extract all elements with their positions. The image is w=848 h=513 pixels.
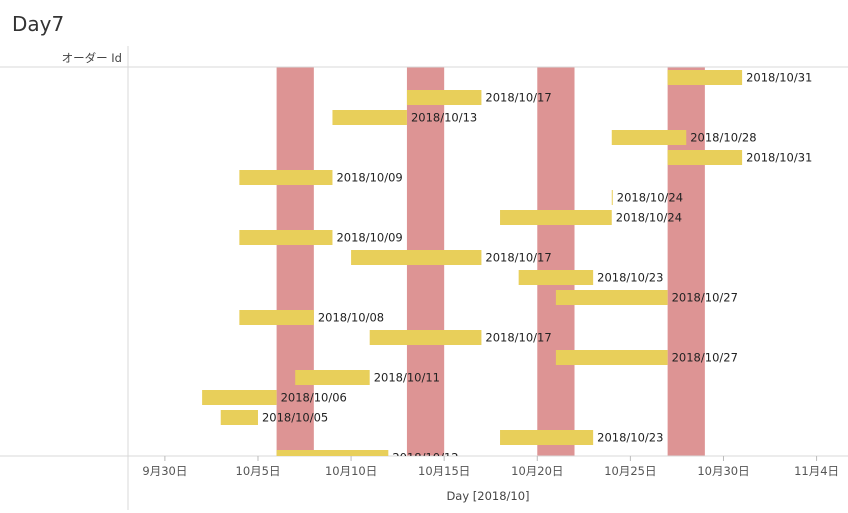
row-label: JP-2018-1083346 <box>22 251 122 265</box>
gantt-bar <box>239 230 333 245</box>
x-tick-label: 11月4日 <box>794 464 839 478</box>
bar-end-label: 2018/10/11 <box>374 371 440 385</box>
highlight-bands <box>276 67 705 456</box>
row-label: JP-2018-1095168 <box>22 291 122 305</box>
gantt-bar <box>500 430 594 445</box>
bar-end-label: 2018/10/06 <box>281 391 347 405</box>
bar-end-label: 2018/10/23 <box>597 271 663 285</box>
x-tick-label: 10月10日 <box>325 464 377 478</box>
chart-title: Day7 <box>12 12 65 36</box>
row-label: JP-2018-1133502 <box>22 371 122 385</box>
row-label: JP-2018-1058309 <box>22 171 122 185</box>
bars <box>202 70 743 456</box>
bar-end-label: 2018/10/23 <box>597 431 663 445</box>
gantt-bar <box>500 210 612 225</box>
gantt-bar <box>667 70 743 85</box>
gantt-bar <box>276 450 389 456</box>
bar-end-label: 2018/10/27 <box>672 291 738 305</box>
gantt-bar <box>406 90 482 105</box>
row-header-label: オーダー Id <box>62 51 122 65</box>
bar-end-label: 2018/10/28 <box>690 131 756 145</box>
bar-end-label: 2018/10/13 <box>411 111 477 125</box>
x-tick-label: 10月25日 <box>604 464 656 478</box>
gantt-bar <box>611 190 613 205</box>
gantt-bar <box>518 270 594 285</box>
x-tick-label: 10月20日 <box>511 464 563 478</box>
row-label: JP-2018-1037654 <box>22 91 122 105</box>
gridlines <box>0 46 848 510</box>
highlight-band <box>667 67 705 456</box>
gantt-bar <box>239 310 314 325</box>
bar-end-label: 2018/10/05 <box>262 411 328 425</box>
bar-end-label: 2018/10/27 <box>672 351 738 365</box>
bar-end-label: 2018/10/31 <box>746 151 812 165</box>
row-label: JP-2018-1026506 <box>22 71 122 85</box>
gantt-bar <box>351 250 482 265</box>
bar-end-label: 2018/10/31 <box>746 71 812 85</box>
row-label: JP-2018-1044305 <box>22 151 122 165</box>
row-label: JP-2018-1104587 <box>22 331 122 345</box>
gantt-bar <box>239 170 333 185</box>
bar-end-label: 2018/10/24 <box>616 211 682 225</box>
gantt-bar <box>555 350 668 365</box>
bar-end-label: 2018/10/17 <box>485 331 551 345</box>
highlight-band <box>276 67 314 456</box>
row-label: JP-2018-1174698 <box>22 431 122 445</box>
row-label: JP-2018-1099497 <box>22 311 122 325</box>
end-labels: 2018/10/31 2018/10/17 2018/10/13 2018/10/28… <box>262 71 812 465</box>
x-tick-label: 10月5日 <box>236 464 281 478</box>
x-tick-label: 10月30日 <box>697 464 749 478</box>
row-label: JP-2018-1039545 <box>22 111 122 125</box>
gantt-bar <box>295 370 370 385</box>
row-label: JP-2018-1074327 <box>22 211 122 225</box>
bar-end-label: 2018/10/08 <box>318 311 384 325</box>
gantt-bar <box>555 290 668 305</box>
row-label: JP-2018-1111694 <box>22 351 122 365</box>
highlight-band <box>537 67 575 456</box>
row-label: JP-2018-1063100 <box>22 191 122 205</box>
row-label: JP-2018-1081385 <box>22 231 122 245</box>
gantt-bar <box>332 110 407 125</box>
bar-end-label: 2018/10/09 <box>336 171 402 185</box>
row-label: JP-2018-1040406 <box>22 131 122 145</box>
gantt-bar <box>220 410 258 425</box>
row-label: JP-2018-1142337 <box>22 391 122 405</box>
gantt-bar <box>369 330 482 345</box>
row-labels: JP-2018-1026506 JP-2018-1037654 JP-2018-10… <box>22 71 122 465</box>
gantt-bar <box>667 150 743 165</box>
bar-end-label: 2018/10/12 <box>392 451 458 465</box>
bar-end-label: 2018/10/09 <box>336 231 402 245</box>
row-label: JP-2018-1093390 <box>22 271 122 285</box>
bar-end-label: 2018/10/24 <box>617 191 683 205</box>
bar-end-label: 2018/10/17 <box>485 251 551 265</box>
x-axis-title: Day [2018/10] <box>446 489 529 503</box>
x-tick-label: 9月30日 <box>142 464 187 478</box>
x-axis: 9月30日 10月5日 10月10日 10月15日 10月20日 10月25日 10月30日… <box>142 456 839 478</box>
gantt-bar <box>202 390 277 405</box>
row-label: JP-2018-1169636 <box>22 411 122 425</box>
bar-end-label: 2018/10/17 <box>485 91 551 105</box>
x-tick-label: 10月15日 <box>418 464 470 478</box>
gantt-bar <box>611 130 687 145</box>
row-label: JP-2018-1174888 <box>22 451 122 465</box>
